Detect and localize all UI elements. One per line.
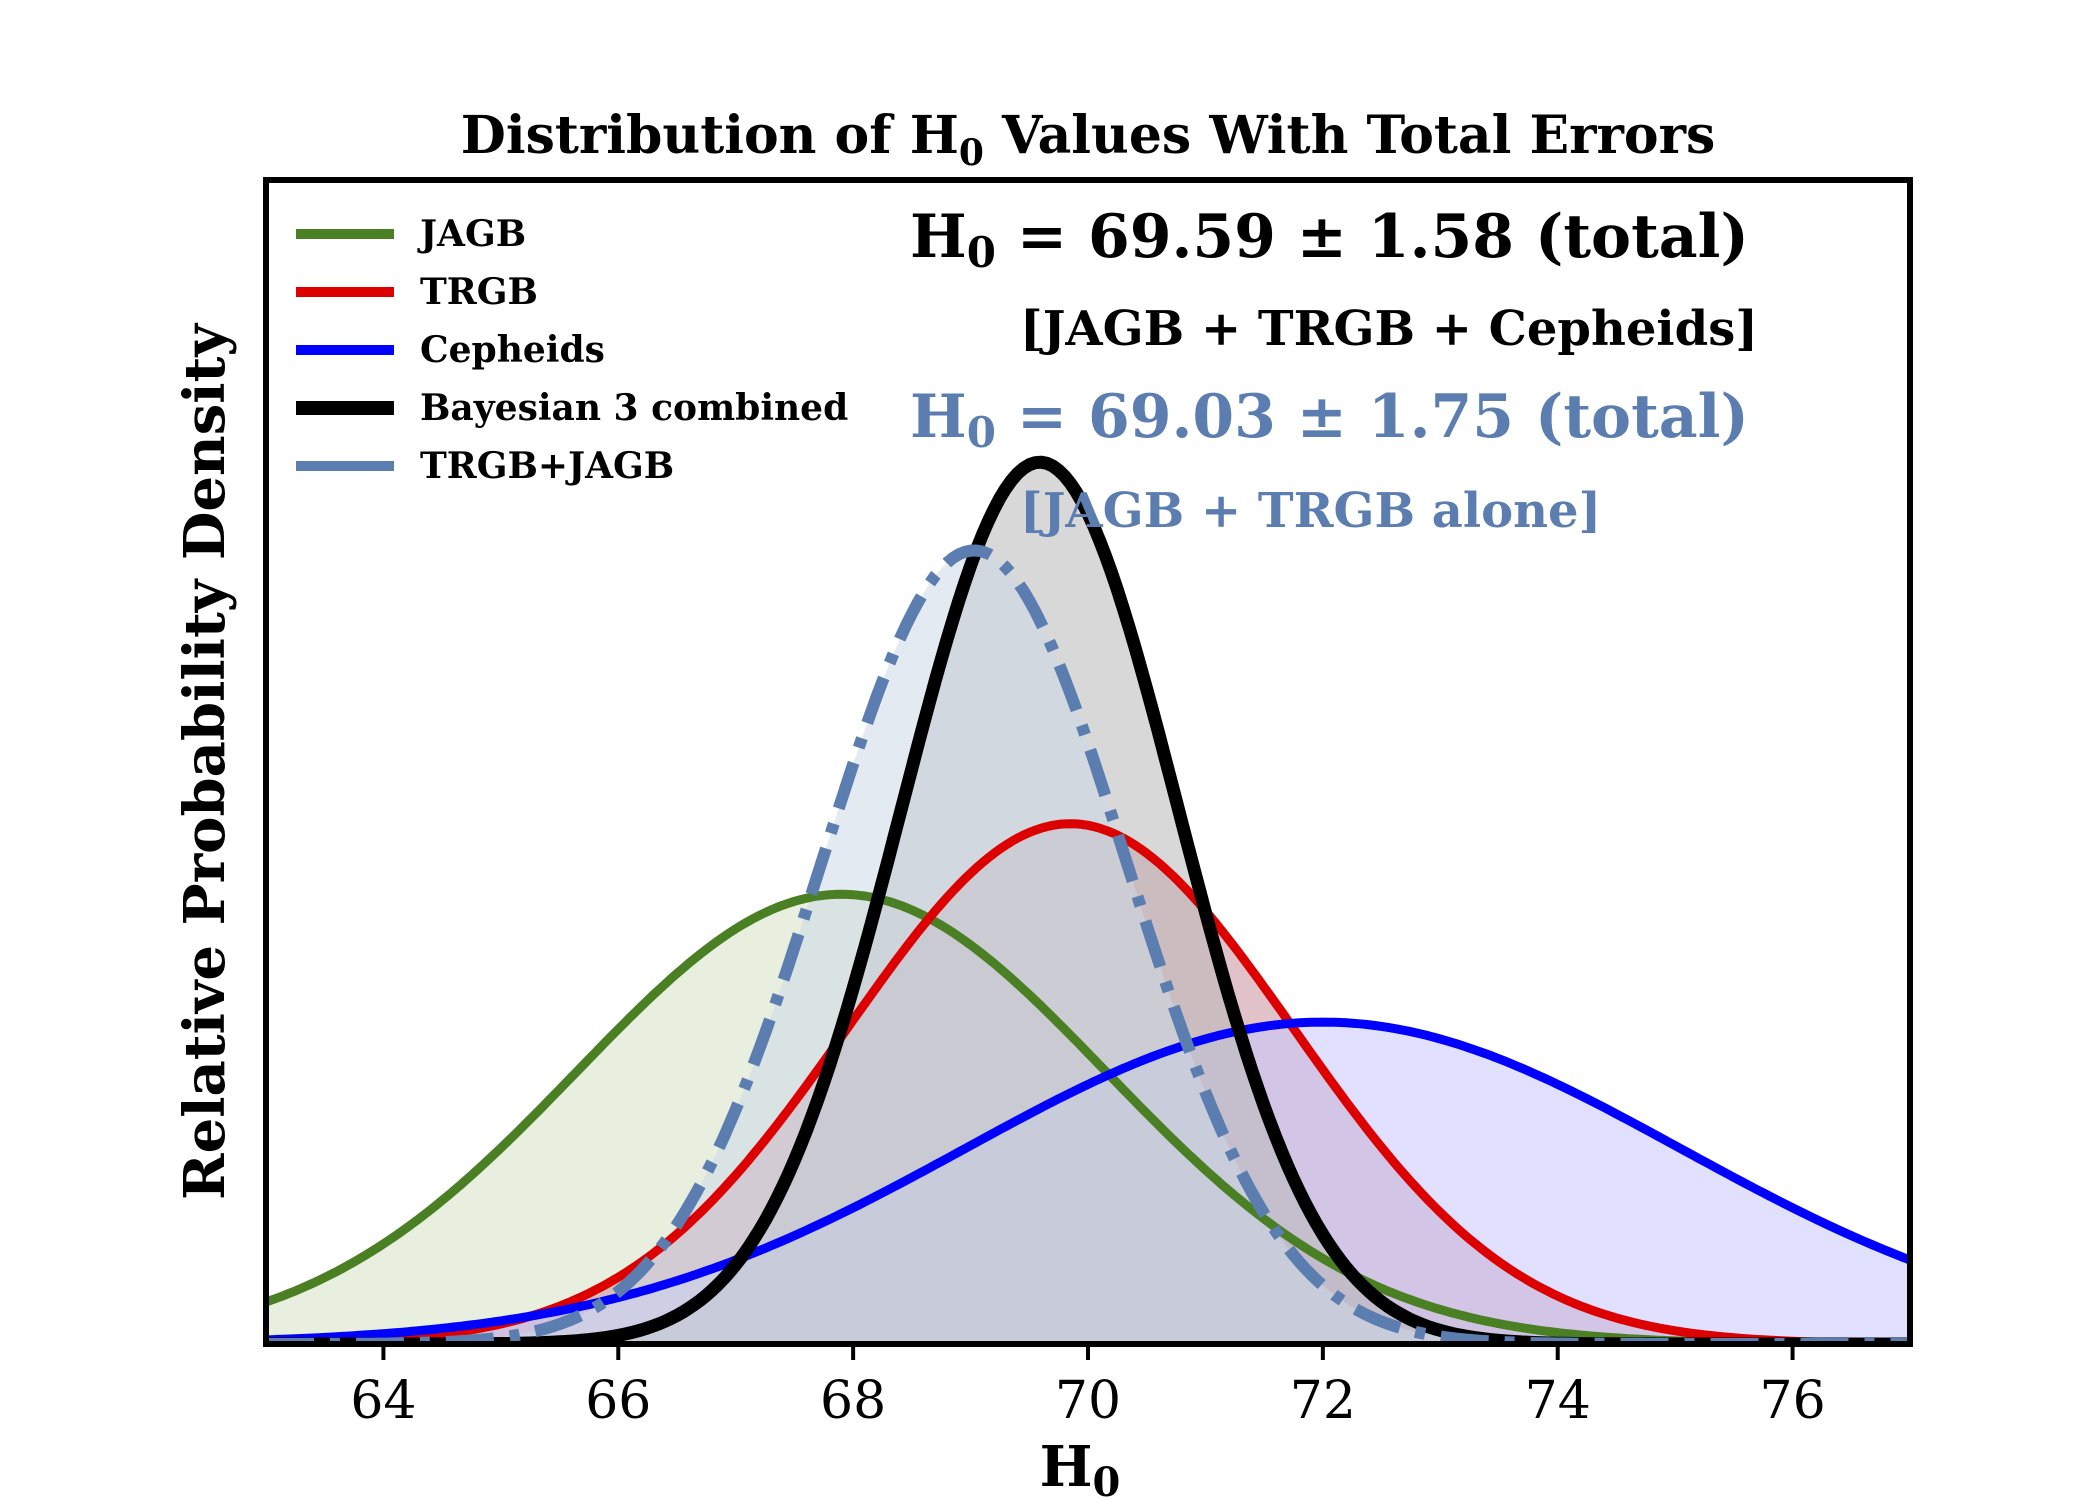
legend-label-bayesian-3-combined: Bayesian 3 combined [420,387,848,429]
x-tick-label: 72 [1290,1371,1356,1431]
legend-label-trgb: TRGB [420,271,538,313]
x-tick-label: 66 [585,1371,651,1431]
x-axis-label-main: H [1040,1434,1093,1500]
annotation-combined-value: H0 = 69.59 ± 1.58 (total) [910,202,1749,277]
x-tick-label: 68 [820,1371,886,1431]
chart-title-main: Distribution of H [461,105,959,166]
chart-title: Distribution of H0 Values With Total Err… [461,105,1716,174]
annotation-trgb-jagb-sources: [JAGB + TRGB alone] [1020,483,1601,539]
chart-title-subscript: 0 [959,132,984,174]
series-fill-trgb-jagb [266,550,1910,1344]
series-fills [266,462,1910,1344]
x-tick-label: 64 [350,1371,416,1431]
x-tick-label: 74 [1525,1371,1591,1431]
y-axis-label: Relative Probability Density [172,323,238,1200]
x-axis-label-subscript: 0 [1093,1459,1121,1500]
chart-title-suffix: Values With Total Errors [984,105,1715,166]
legend-label-trgb-jagb: TRGB+JAGB [420,445,674,487]
legend: JAGB TRGB Cepheids Bayesian 3 combined TRGB+… [296,213,848,487]
series-line-cepheids [266,1017,1910,1344]
x-axis-label: H0 [1040,1434,1121,1500]
x-tick-label: 76 [1759,1371,1825,1431]
legend-label-jagb: JAGB [417,213,526,255]
annotation-combined-sources: [JAGB + TRGB + Cepheids] [1020,301,1758,357]
x-axis-ticks: 64 66 68 70 72 74 76 [350,1344,1826,1431]
x-tick-label: 70 [1055,1371,1121,1431]
legend-label-cepheids: Cepheids [420,329,605,371]
annotation-trgb-jagb-value: H0 = 69.03 ± 1.75 (total) [910,382,1749,457]
